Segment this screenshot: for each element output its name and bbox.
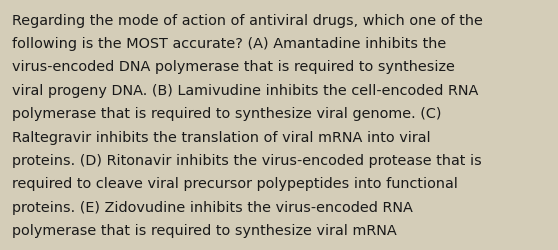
Text: proteins. (D) Ritonavir inhibits the virus-encoded protease that is: proteins. (D) Ritonavir inhibits the vir… bbox=[12, 153, 482, 167]
Text: proteins. (E) Zidovudine inhibits the virus-encoded RNA: proteins. (E) Zidovudine inhibits the vi… bbox=[12, 200, 413, 214]
Text: polymerase that is required to synthesize viral mRNA: polymerase that is required to synthesiz… bbox=[12, 223, 397, 237]
Text: viral progeny DNA. (B) Lamivudine inhibits the cell-encoded RNA: viral progeny DNA. (B) Lamivudine inhibi… bbox=[12, 84, 479, 98]
Text: following is the MOST accurate? (A) Amantadine inhibits the: following is the MOST accurate? (A) Aman… bbox=[12, 37, 446, 51]
Text: virus-encoded DNA polymerase that is required to synthesize: virus-encoded DNA polymerase that is req… bbox=[12, 60, 455, 74]
Text: polymerase that is required to synthesize viral genome. (C): polymerase that is required to synthesiz… bbox=[12, 107, 442, 121]
Text: Raltegravir inhibits the translation of viral mRNA into viral: Raltegravir inhibits the translation of … bbox=[12, 130, 431, 144]
Text: required to cleave viral precursor polypeptides into functional: required to cleave viral precursor polyp… bbox=[12, 176, 458, 190]
Text: Regarding the mode of action of antiviral drugs, which one of the: Regarding the mode of action of antivira… bbox=[12, 14, 483, 28]
